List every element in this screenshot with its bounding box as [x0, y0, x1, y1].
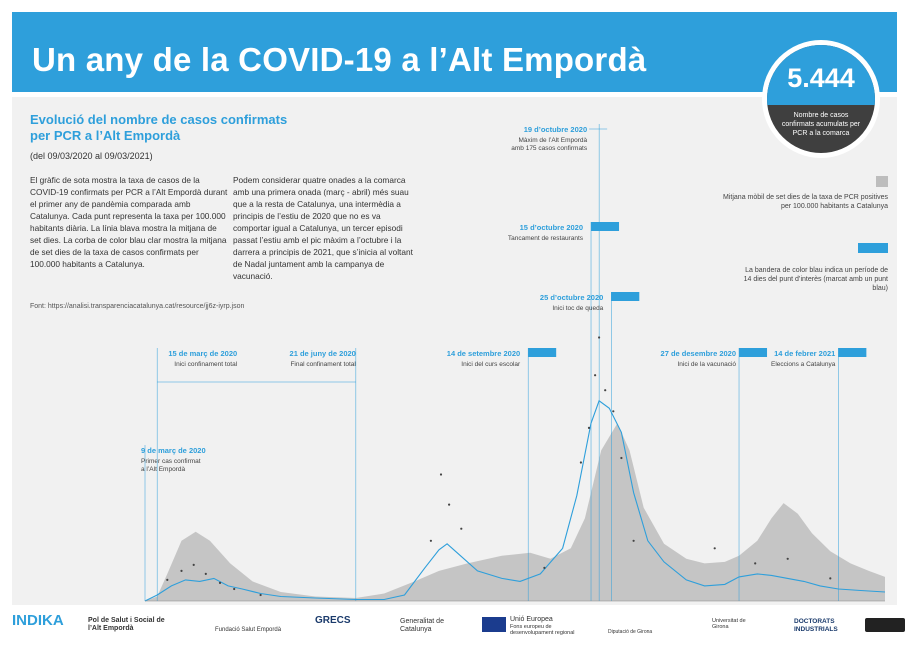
data-point: [192, 563, 195, 567]
eu-fund: Fons europeu de desenvolupament regional: [510, 624, 575, 636]
event-flag: [528, 348, 557, 357]
intro-paragraph-1: El gràfic de sota mostra la taxa de caso…: [30, 175, 228, 269]
fundacio-logo: Fundació Salut Empordà: [215, 627, 282, 633]
data-point: [612, 410, 615, 413]
data-point: [460, 527, 463, 530]
event-description: Inici de la vacunació: [677, 361, 736, 368]
indika-subtitle: Pol de Salut i Social de l’Alt Empordà: [88, 617, 165, 632]
event-date-label: 15 de març de 2020: [168, 349, 237, 358]
data-point: [259, 593, 262, 597]
data-point: [448, 503, 451, 506]
event-flag: [838, 348, 867, 357]
event-description: Màxim de l’Alt Empordà: [518, 137, 587, 144]
data-point: [429, 539, 432, 542]
data-point: [579, 461, 583, 464]
data-point: [829, 577, 832, 580]
udg-logo: Universitat de Girona: [712, 618, 746, 630]
data-point: [587, 426, 591, 429]
event-date-label: 19 d’octubre 2020: [524, 125, 587, 134]
legend-flag-text: La bandera de color blau indica un perío…: [743, 267, 888, 292]
chart-subtitle: Evolució del nombre de casos confirmats …: [30, 112, 288, 143]
event-description: Primer cas confirmat: [141, 458, 201, 465]
event-description: amb 175 casos confirmats: [511, 145, 588, 152]
eu-flag-icon: [482, 617, 506, 632]
event-date-label: 9 de març de 2020: [141, 446, 206, 455]
event-date-label: 25 d’octubre 2020: [540, 293, 603, 302]
event-description: Tancament de restaurants: [508, 235, 584, 242]
data-point: [754, 562, 757, 565]
data-point: [233, 587, 236, 591]
data-point: [786, 557, 789, 560]
data-point: [204, 572, 207, 576]
event-flag: [739, 348, 768, 357]
alt-emporda-line: [144, 399, 886, 602]
generalitat-logo: Generalitat de Catalunya: [400, 618, 444, 633]
badge-text: Nombre de casos confirmats acumulats per…: [781, 112, 861, 137]
diputacio-logo: Diputació de Girona: [608, 629, 653, 635]
source-link[interactable]: Font: https://analisi.transparenciacatal…: [30, 303, 245, 310]
event-flag: [611, 292, 640, 301]
data-point: [439, 473, 443, 476]
event-date-label: 14 de febrer 2021: [774, 349, 835, 358]
data-point: [713, 547, 716, 550]
badge-number: 5.444: [787, 63, 855, 93]
event-description: Inici toc de queda: [552, 305, 603, 312]
legend-flag-swatch: [858, 243, 888, 253]
event-description: a l’Alt Empordà: [141, 466, 185, 473]
legend-catalunya-text: Mitjana mòbil de set dies de la taxa de …: [723, 194, 888, 210]
doctorats-logo: DOCTORATS INDUSTRIALS: [794, 618, 838, 633]
intro-paragraph-2: Podem considerar quatre onades a la coma…: [233, 175, 413, 281]
data-point: [543, 566, 546, 570]
header-banner: Un any de la COVID-19 a l’Alt Empordà: [12, 12, 897, 92]
event-date-label: 15 d’octubre 2020: [520, 223, 583, 232]
data-point: [218, 581, 222, 585]
footer: [0, 610, 919, 650]
data-point: [604, 389, 607, 392]
data-point: [594, 374, 597, 377]
event-description: Inici confinament total: [174, 361, 237, 368]
catalunya-area: [145, 423, 885, 601]
event-description: Eleccions a Catalunya: [771, 361, 836, 368]
grecs-logo: GRECS: [315, 615, 351, 626]
legend-catalunya-swatch: [876, 176, 888, 187]
date-range: (del 09/03/2020 al 09/03/2021): [30, 151, 153, 161]
event-date-label: 14 de setembre 2020: [447, 349, 520, 358]
data-point: [620, 456, 623, 460]
eu-logo: Unió Europea: [510, 616, 553, 623]
event-date-label: 21 de juny de 2020: [290, 349, 356, 358]
indika-logo: INDIKA: [12, 612, 64, 629]
badge-circle: 5.444 Nombre de casos confirmats acumula…: [767, 45, 875, 153]
total-cases-badge: 5.444 Nombre de casos confirmats acumula…: [762, 40, 880, 158]
creative-commons-icon: [865, 618, 905, 632]
event-date-label: 27 de desembre 2020: [661, 349, 736, 358]
event-description: Final confinament total: [290, 361, 356, 368]
event-flag: [591, 222, 620, 231]
data-point: [166, 578, 169, 582]
event-description: Inici del curs escolar: [461, 361, 521, 368]
badge-top: [767, 45, 875, 105]
data-point: [598, 336, 601, 339]
page-title: Un any de la COVID-19 a l’Alt Empordà: [32, 41, 647, 78]
data-point: [180, 569, 183, 573]
data-point: [632, 539, 635, 542]
